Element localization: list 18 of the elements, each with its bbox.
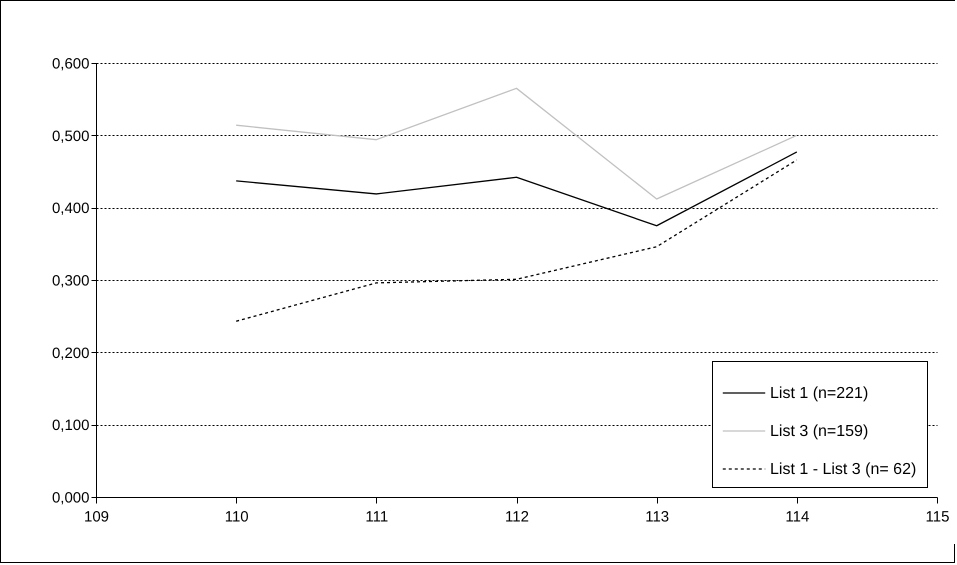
y-tick-label: 0,600 xyxy=(52,56,90,72)
legend-label: List 1 (n=221) xyxy=(770,385,868,402)
y-tick-label: 0,300 xyxy=(52,272,90,290)
x-tick-label: 111 xyxy=(365,508,388,526)
legend-label: List 1 - List 3 (n= 62) xyxy=(770,461,916,478)
x-tick-label: 113 xyxy=(645,508,670,526)
x-tick-label: 114 xyxy=(785,508,810,526)
y-tick-label: 0,100 xyxy=(52,417,90,434)
x-tick-label: 110 xyxy=(224,508,249,526)
x-tick-label: 112 xyxy=(505,508,529,526)
x-tick-label: 115 xyxy=(926,508,950,526)
x-tick-label: 109 xyxy=(84,508,110,526)
y-tick-label: 0,400 xyxy=(52,200,90,218)
y-tick-label: 0,200 xyxy=(52,344,90,362)
y-tick-label: 0,000 xyxy=(52,490,90,506)
line-series xyxy=(236,88,798,200)
y-tick-label: 0,500 xyxy=(52,128,90,145)
legend-label: List 3 (n=159) xyxy=(770,423,868,440)
